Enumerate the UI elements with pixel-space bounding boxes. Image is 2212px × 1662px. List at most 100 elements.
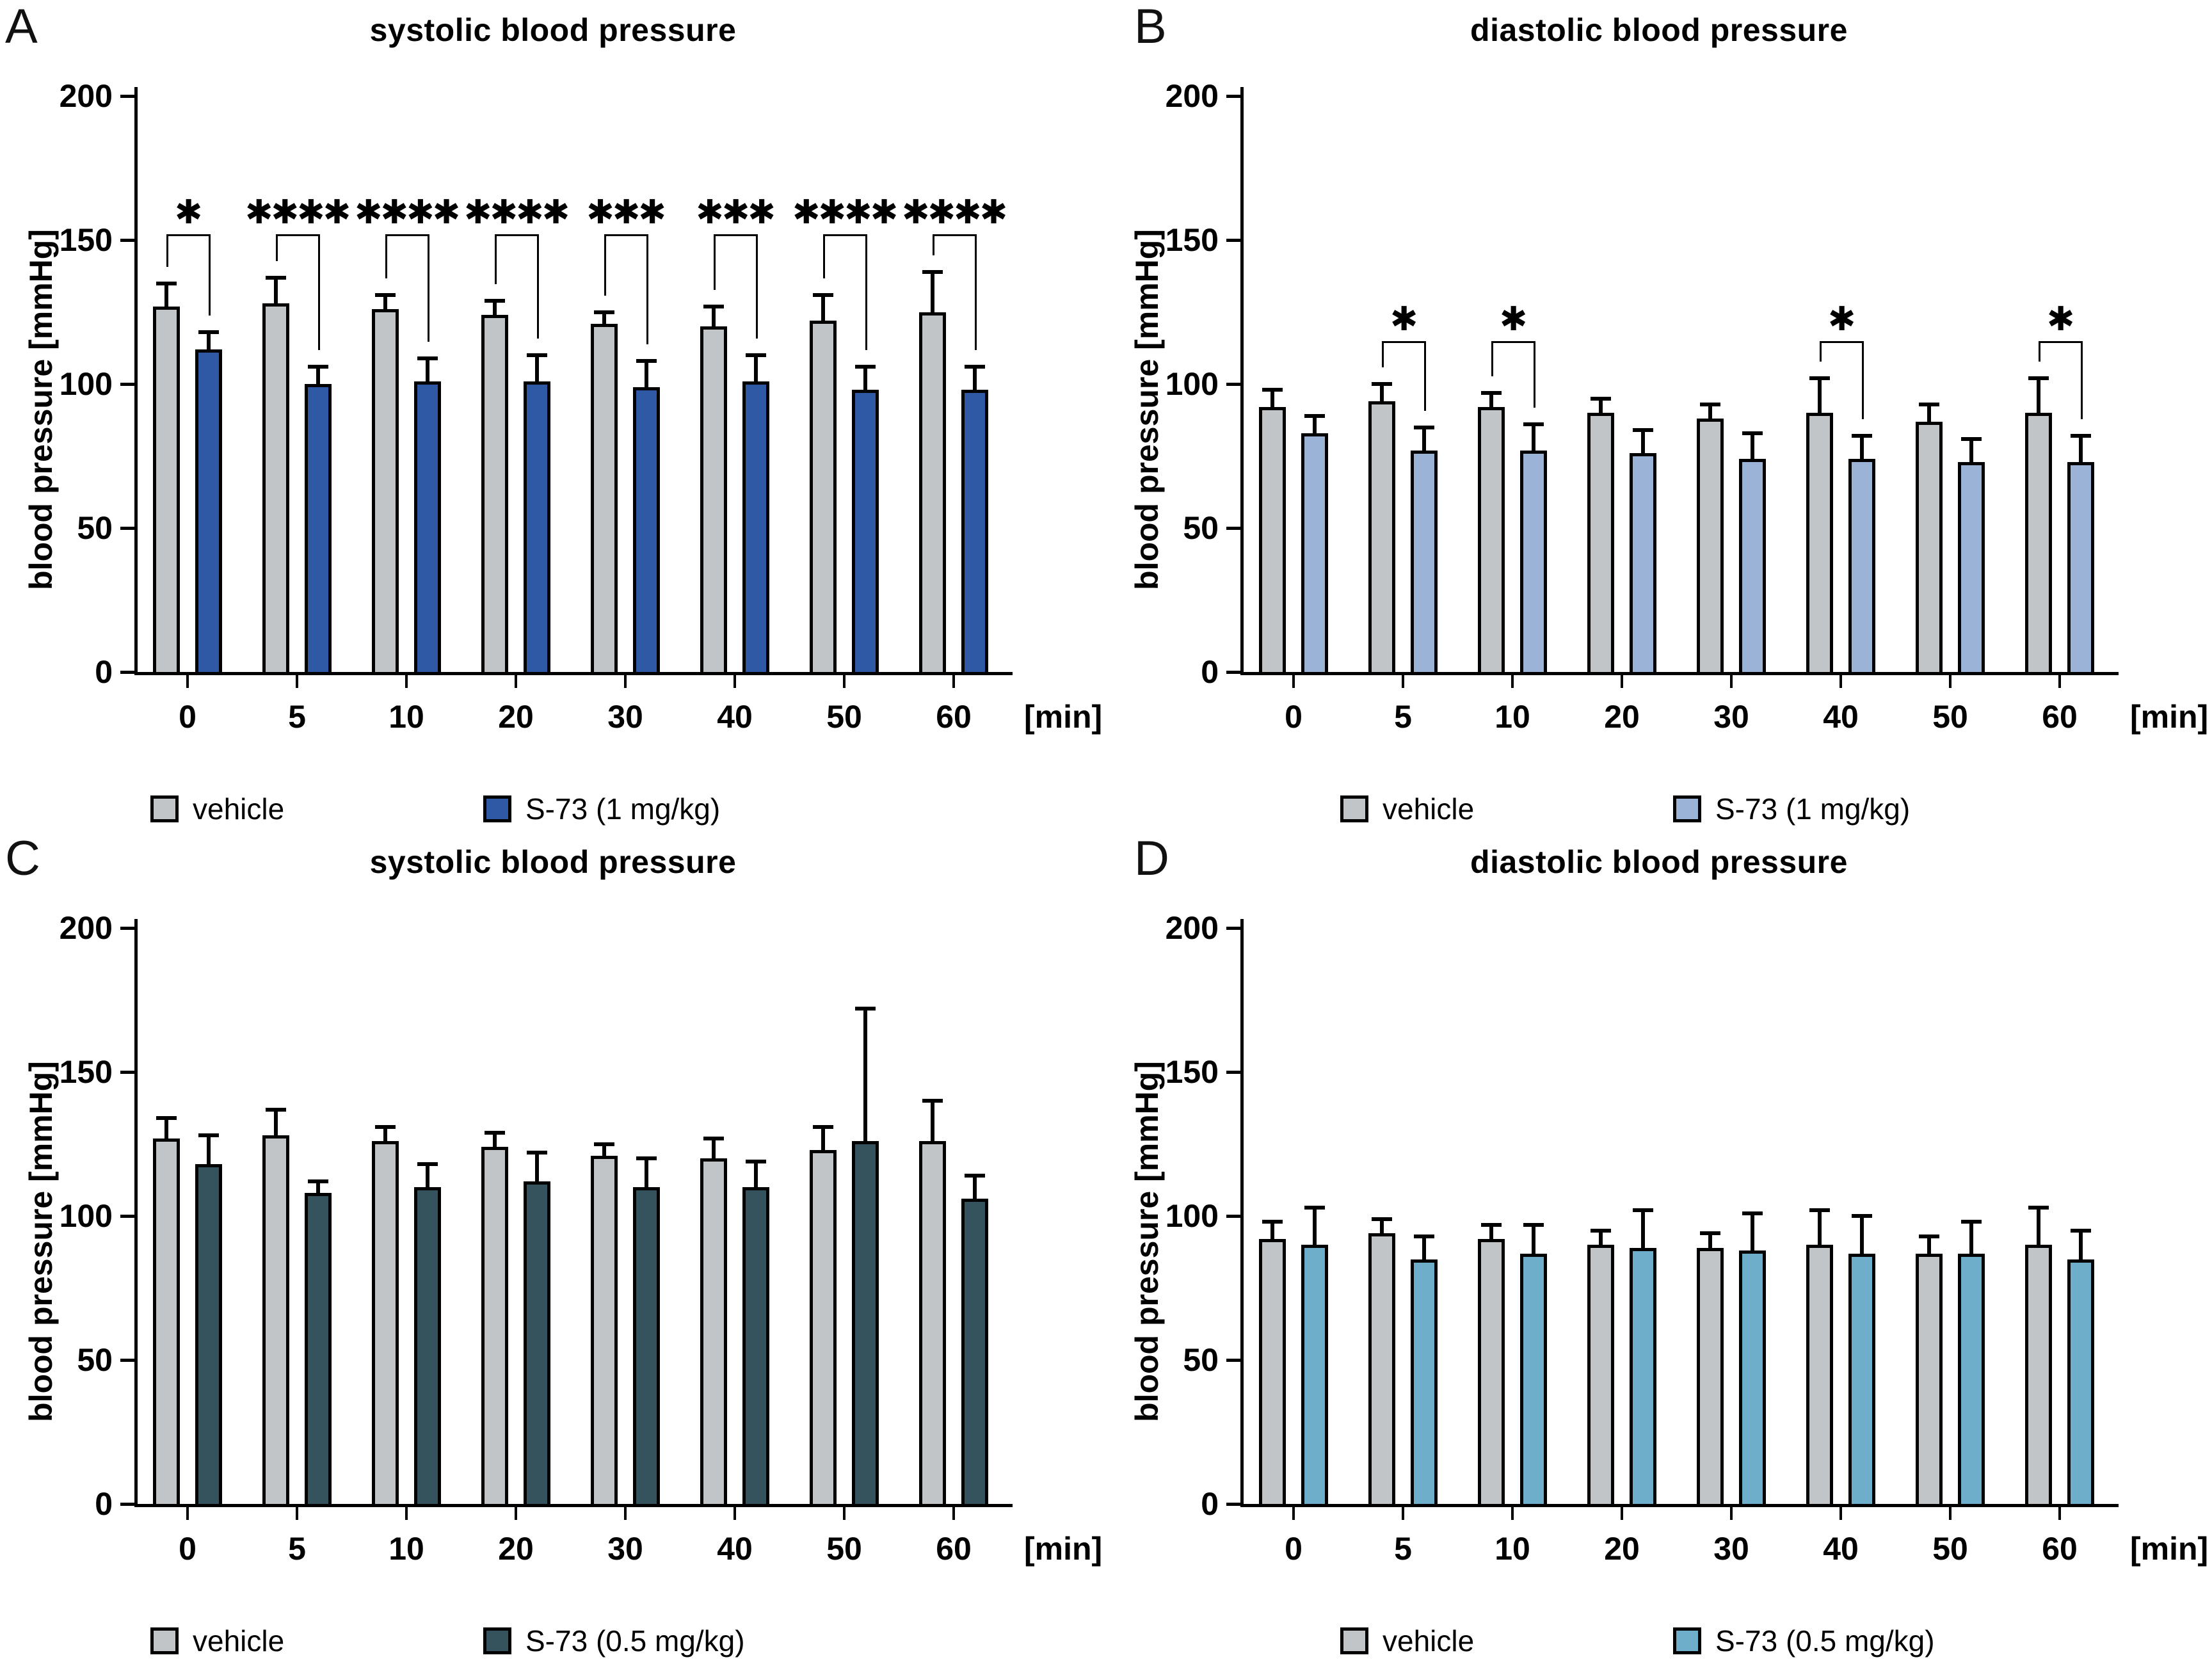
- x-tick-mark: [1402, 1507, 1404, 1520]
- sig-bracket-right: [756, 234, 758, 339]
- bar-vehicle: [2025, 413, 2052, 675]
- error-bar-cap: [2071, 434, 2091, 438]
- x-tick-label: 20: [1604, 699, 1640, 735]
- error-bar-cap: [266, 1107, 286, 1112]
- y-tick-mark: [1226, 383, 1240, 386]
- bar-drug: [633, 387, 660, 675]
- legend-label: vehicle: [193, 792, 285, 826]
- error-bar-cap: [922, 1099, 943, 1103]
- x-tick-label: 0: [1285, 699, 1302, 735]
- error-bar-cap: [1481, 390, 1502, 395]
- y-tick-label: 100: [1165, 366, 1219, 402]
- sig-bracket-left: [1491, 340, 1493, 376]
- y-tick-mark: [120, 1359, 134, 1362]
- panel-d-diastolic-05mg: D diastolic blood pressure 0 50 100 150 200 b…: [1106, 832, 2212, 1662]
- sig-bracket-top: [823, 234, 867, 236]
- error-bar-cap: [703, 1136, 724, 1140]
- error-bar-cap: [417, 356, 438, 360]
- x-tick-mark: [186, 1507, 189, 1520]
- bar-vehicle: [1806, 1245, 1833, 1507]
- x-tick-mark: [1839, 675, 1842, 688]
- error-bar-drug: [863, 1009, 867, 1145]
- error-bar-cap: [594, 1142, 614, 1146]
- bar-drug: [414, 1187, 441, 1507]
- panel-c-systolic-05mg: C systolic blood pressure 0 50 100 150 200 bl…: [0, 832, 1106, 1662]
- bar-vehicle: [1478, 1239, 1505, 1507]
- panel-a-systolic-1mg: A systolic blood pressure 0 50 100 150 200 bl…: [0, 0, 1106, 832]
- y-tick-label: 150: [1165, 222, 1219, 258]
- legend-label: S-73 (1 mg/kg): [525, 792, 721, 826]
- bar-vehicle: [2025, 1245, 2052, 1507]
- error-bar-cap: [1919, 1234, 1939, 1238]
- x-tick-mark: [952, 1507, 955, 1520]
- y-axis-line: [134, 87, 138, 675]
- x-tick-mark: [296, 675, 298, 688]
- panel-title: diastolic blood pressure: [1470, 12, 1848, 48]
- error-bar-cap: [855, 365, 876, 369]
- sig-bracket-left: [823, 234, 825, 278]
- bar-drug: [1301, 433, 1328, 675]
- sig-bracket-top: [1820, 340, 1864, 343]
- sig-bracket-top: [604, 234, 648, 236]
- y-tick-label: 200: [59, 78, 113, 114]
- y-axis-line: [1240, 919, 1244, 1507]
- sig-bracket-top: [1382, 340, 1426, 343]
- bar-drug: [195, 1164, 222, 1507]
- legend-label: vehicle: [1382, 792, 1475, 826]
- x-tick-label: 0: [1285, 1531, 1302, 1567]
- error-bar-cap: [2028, 1205, 2049, 1210]
- bar-drug: [305, 1193, 332, 1507]
- y-tick-mark: [120, 1503, 134, 1506]
- error-bar-cap: [485, 298, 505, 303]
- sig-bracket-right: [428, 234, 429, 342]
- bar-drug: [742, 381, 769, 675]
- x-tick-label: 50: [1932, 1531, 1968, 1567]
- error-bar-cap: [2028, 376, 2049, 380]
- sig-bracket-right: [318, 234, 320, 350]
- error-bar-drug: [1969, 1222, 1973, 1258]
- sig-bracket-right: [537, 234, 539, 339]
- legend: vehicle S-73 (0.5 mg/kg): [1148, 1623, 2212, 1661]
- y-tick-mark: [1226, 1503, 1240, 1506]
- y-tick-label: 200: [59, 910, 113, 946]
- error-bar-vehicle: [1380, 384, 1384, 405]
- error-bar-cap: [1961, 1220, 1982, 1224]
- panel-title: systolic blood pressure: [369, 844, 737, 880]
- x-tick-label: 60: [2042, 699, 2078, 735]
- error-bar-drug: [1422, 427, 1426, 454]
- x-tick-mark: [1839, 1507, 1842, 1520]
- bar-drug: [524, 381, 550, 675]
- error-bar-cap: [1304, 1205, 1325, 1210]
- error-bar-drug: [316, 367, 320, 388]
- bar-vehicle: [1697, 419, 1724, 675]
- panel-title: systolic blood pressure: [369, 12, 737, 48]
- error-bar-cap: [375, 292, 396, 297]
- y-tick-label: 200: [1165, 910, 1219, 946]
- bar-drug: [305, 384, 332, 675]
- sig-bracket-left: [604, 234, 606, 296]
- bar-vehicle: [919, 1141, 946, 1507]
- y-tick-label: 50: [77, 1342, 113, 1378]
- x-tick-label: 30: [1713, 1531, 1749, 1567]
- error-bar-cap: [813, 1124, 833, 1129]
- bar-vehicle: [1587, 413, 1614, 675]
- bar-drug: [633, 1187, 660, 1507]
- sig-bracket-top: [276, 234, 320, 236]
- error-bar-drug: [426, 1164, 429, 1191]
- error-bar-vehicle: [1489, 1224, 1493, 1243]
- x-axis-line: [1240, 1504, 2119, 1507]
- error-bar-drug: [754, 1161, 758, 1191]
- bar-drug: [852, 390, 879, 675]
- bar-drug: [2067, 1259, 2094, 1507]
- error-bar-vehicle: [1599, 1230, 1603, 1249]
- y-tick-mark: [120, 671, 134, 674]
- y-tick-mark: [1226, 527, 1240, 530]
- error-bar-drug: [973, 1176, 977, 1203]
- error-bar-vehicle: [274, 1109, 278, 1139]
- y-tick-mark: [1226, 927, 1240, 930]
- bar-vehicle: [481, 315, 508, 675]
- y-tick-label: 50: [77, 510, 113, 546]
- error-bar-cap: [1919, 402, 1939, 406]
- x-axis-line: [134, 1504, 1013, 1507]
- y-tick-mark: [1226, 95, 1240, 98]
